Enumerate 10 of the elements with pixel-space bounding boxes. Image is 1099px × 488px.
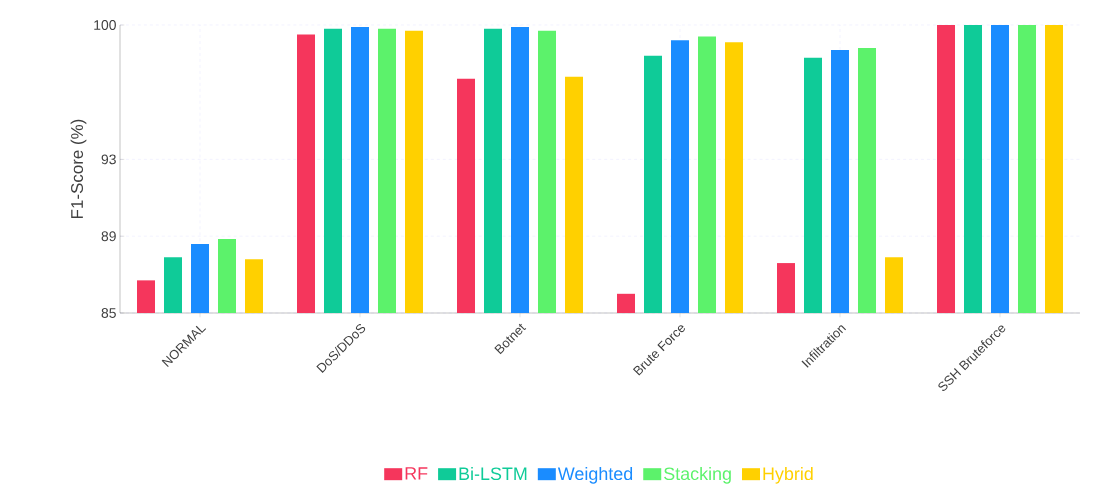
y-tick-label: 85 [101,308,116,318]
legend-label: Weighted [557,466,633,484]
y-axis-title: F1-Score (%) [70,119,87,218]
legend-label: RF [405,467,428,480]
y-tick-label: 100 [94,20,116,30]
legend-label: Bi-LSTM [459,466,527,481]
legend-label: Hybrid [763,466,813,484]
y-tick-label: 93 [101,154,116,165]
legend-label: Stacking [664,466,731,484]
y-tick-label: 89 [101,231,116,242]
